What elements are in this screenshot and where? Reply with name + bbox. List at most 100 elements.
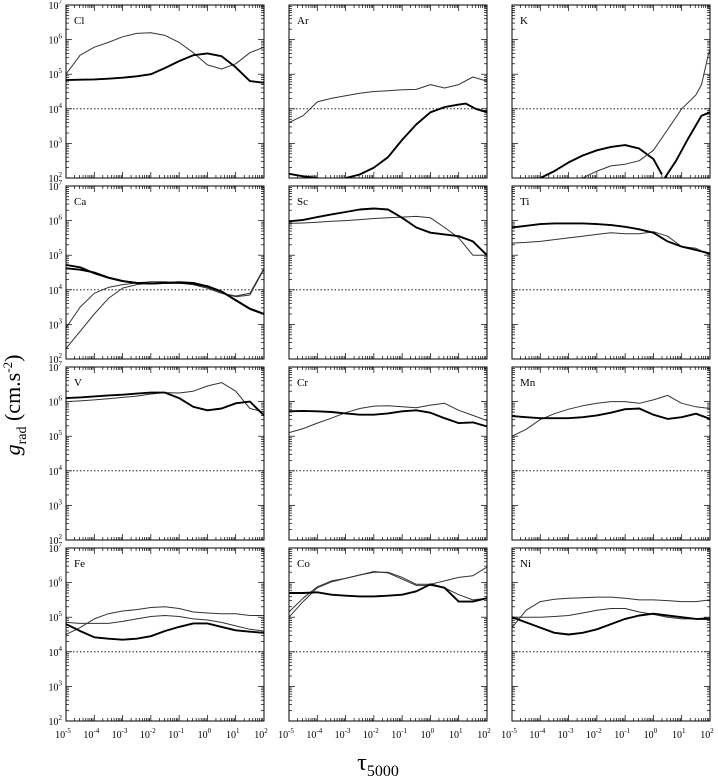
series-line-sc-2 — [289, 207, 487, 256]
panel-frame — [65, 4, 265, 179]
y-tick-label: 106 — [49, 214, 63, 228]
panel-frame — [511, 185, 711, 360]
series-line-mn-1 — [512, 394, 710, 437]
y-tick-label: 106 — [49, 395, 63, 409]
panel-title: Mn — [520, 377, 536, 389]
x-tick-label: 100 — [644, 727, 658, 741]
x-tick-label: 10-2 — [363, 727, 379, 741]
series-line-ni-2 — [512, 608, 710, 620]
panel-title: Ar — [297, 15, 309, 27]
x-tick-label: 10-3 — [335, 727, 351, 741]
x-tick-label: 10-1 — [391, 727, 407, 741]
x-tick-label: 10-4 — [306, 727, 322, 741]
y-tick-label: 102 — [49, 714, 63, 728]
series-line-ni-1 — [512, 596, 710, 628]
y-tick-label: 103 — [49, 498, 63, 512]
series-line-cr-1 — [289, 402, 487, 434]
series-line-ca-2 — [66, 268, 264, 349]
series-line-v-1 — [66, 382, 264, 413]
series-line-k-1 — [539, 144, 663, 178]
x-tick-label: 100 — [421, 727, 435, 741]
panel-title: Fe — [74, 558, 85, 570]
panel-fe: Fe — [65, 547, 265, 722]
series-line-ar-2 — [289, 172, 318, 178]
panel-frame — [65, 366, 265, 541]
panel-mn: Mn — [511, 366, 711, 541]
panel-title: Cr — [297, 377, 308, 389]
series-line-cl-2 — [66, 52, 264, 84]
panel-k: K — [511, 4, 711, 179]
x-tick-label: 10-5 — [55, 727, 71, 741]
y-axis-label: grad (cm.s-2) — [0, 355, 30, 456]
series-line-ti-1 — [512, 231, 710, 256]
series-line-ca-1 — [66, 268, 264, 329]
panel-frame — [511, 4, 711, 179]
x-tick-label: 102 — [700, 727, 714, 741]
x-tick-label: 10-2 — [140, 727, 156, 741]
panel-title: Ni — [520, 558, 531, 570]
x-tick-label: 101 — [226, 727, 240, 741]
x-axis-label: τ5000 — [357, 750, 399, 778]
panel-frame — [288, 4, 488, 179]
x-tick-label: 102 — [254, 727, 268, 741]
series-line-co-3 — [289, 583, 487, 603]
series-line-mn-2 — [512, 407, 710, 420]
panel-frame — [288, 366, 488, 541]
y-tick-label: 104 — [49, 283, 63, 297]
panel-title: Ca — [74, 196, 86, 208]
x-tick-label: 10-3 — [112, 727, 128, 741]
y-tick-label: 107 — [49, 179, 63, 193]
series-line-fe-1 — [66, 606, 264, 635]
panel-title: K — [520, 15, 528, 27]
series-line-ar-1 — [289, 76, 487, 124]
panel-frame — [288, 185, 488, 360]
y-tick-label: 104 — [49, 645, 63, 659]
x-tick-label: 10-1 — [614, 727, 630, 741]
series-line-v-2 — [66, 391, 264, 417]
series-line-ca-4 — [66, 263, 264, 315]
panel-ti: Ti — [511, 185, 711, 360]
panel-title: V — [74, 377, 82, 389]
y-tick-label: 104 — [49, 464, 63, 478]
series-line-k-2 — [582, 49, 710, 178]
series-line-co-1 — [289, 566, 487, 618]
y-tick-label: 102 — [49, 352, 63, 366]
panel-ca: Ca — [65, 185, 265, 360]
series-line-ar-3 — [345, 102, 487, 178]
x-tick-label: 102 — [477, 727, 491, 741]
panel-cr: Cr — [288, 366, 488, 541]
x-tick-label: 101 — [672, 727, 686, 741]
y-tick-label: 106 — [49, 33, 63, 47]
panel-title: Sc — [297, 196, 308, 208]
y-tick-label: 105 — [49, 67, 63, 81]
panel-title: Cl — [74, 15, 84, 27]
x-tick-label: 10-2 — [586, 727, 602, 741]
panel-frame — [65, 185, 265, 360]
y-tick-label: 107 — [49, 0, 63, 12]
y-tick-label: 103 — [49, 317, 63, 331]
series-line-fe-2 — [66, 615, 264, 632]
panel-frame — [288, 547, 488, 722]
y-tick-label: 103 — [49, 136, 63, 150]
panel-sc: Sc — [288, 185, 488, 360]
x-tick-label: 10-1 — [168, 727, 184, 741]
x-tick-label: 10-5 — [278, 727, 294, 741]
x-tick-label: 10-3 — [558, 727, 574, 741]
x-tick-label: 10-4 — [529, 727, 545, 741]
y-tick-label: 104 — [49, 102, 63, 116]
panel-co: Co — [288, 547, 488, 722]
panel-title: Co — [297, 558, 310, 570]
panel-frame — [65, 547, 265, 722]
panel-frame — [511, 547, 711, 722]
panel-ni: Ni — [511, 547, 711, 722]
panel-cl: Cl — [65, 4, 265, 179]
x-tick-label: 101 — [449, 727, 463, 741]
y-tick-label: 102 — [49, 171, 63, 185]
y-tick-label: 107 — [49, 360, 63, 374]
series-line-sc-1 — [289, 215, 487, 256]
x-tick-label: 100 — [198, 727, 212, 741]
y-tick-label: 103 — [49, 679, 63, 693]
series-line-fe-3 — [66, 622, 264, 641]
x-tick-label: 10-4 — [83, 727, 99, 741]
